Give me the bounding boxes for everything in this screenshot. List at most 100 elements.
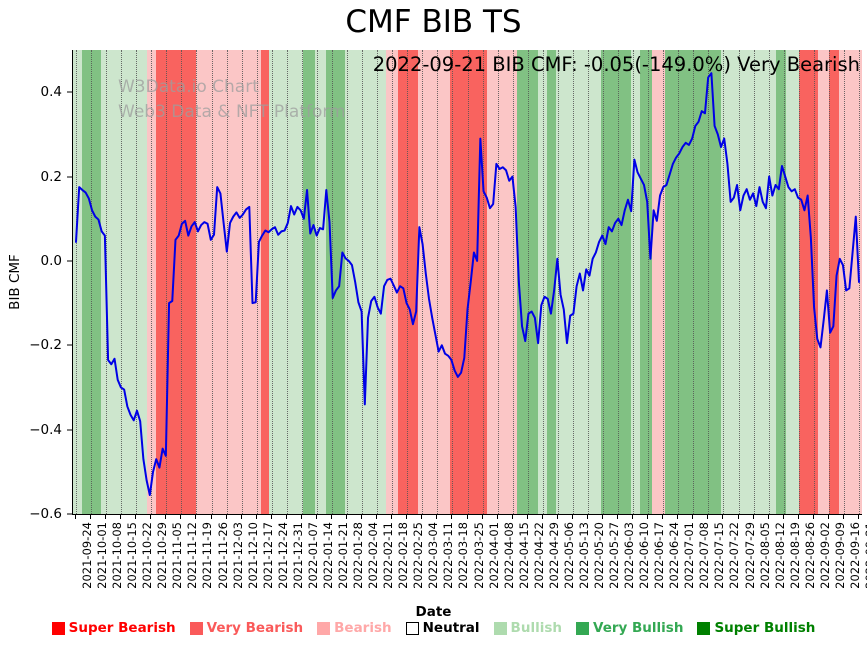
regime-band bbox=[397, 50, 409, 514]
x-axis-tick-mark bbox=[586, 514, 588, 519]
legend-swatch-icon bbox=[51, 621, 65, 635]
x-axis-tick-mark bbox=[752, 514, 754, 519]
x-axis-tick-label: 2022-06-10 bbox=[637, 522, 652, 589]
legend-item[interactable]: Very Bullish bbox=[575, 620, 683, 636]
grid-line bbox=[271, 50, 273, 514]
grid-line bbox=[512, 50, 514, 514]
x-axis-tick-label: 2022-06-03 bbox=[622, 522, 637, 589]
x-axis: 2021-09-24 2021-10-01 2021-10-08 2021-10-15… bbox=[72, 514, 867, 609]
x-axis-tick-label: 2022-03-04 bbox=[426, 522, 441, 589]
x-axis-tick-label: 2022-08-26 bbox=[802, 522, 817, 589]
y-axis-tick-label: 0.2 bbox=[40, 168, 62, 185]
grid-line bbox=[693, 50, 695, 514]
x-axis-tick-mark bbox=[632, 514, 634, 519]
grid-line bbox=[121, 50, 123, 514]
x-axis-tick-mark bbox=[315, 514, 317, 519]
x-axis-tick-label: 2021-09-24 bbox=[80, 522, 94, 589]
regime-band bbox=[506, 50, 518, 514]
x-axis-tick-label: 2021-10-08 bbox=[110, 522, 125, 589]
regime-band bbox=[721, 50, 743, 514]
regime-band bbox=[449, 50, 474, 514]
x-axis-tick-mark bbox=[617, 514, 619, 519]
x-axis-tick-label: 2022-09-02 bbox=[817, 522, 832, 589]
regime-band bbox=[742, 50, 777, 514]
x-axis-tick-label: 2022-07-08 bbox=[697, 522, 712, 589]
x-axis-tick-mark bbox=[692, 514, 694, 519]
legend-item[interactable]: Very Bearish bbox=[189, 620, 303, 636]
regime-band bbox=[601, 50, 632, 514]
x-axis-tick-mark bbox=[255, 514, 257, 519]
regime-band bbox=[828, 50, 840, 514]
grid-line bbox=[76, 50, 77, 514]
grid-line bbox=[587, 50, 589, 514]
y-axis-tick-label: −0.2 bbox=[29, 337, 62, 354]
x-axis-tick-label: 2022-02-18 bbox=[396, 522, 411, 589]
grid-line bbox=[768, 50, 770, 514]
grid-line bbox=[648, 50, 650, 514]
legend-item[interactable]: Bullish bbox=[493, 620, 562, 636]
x-axis-tick-mark bbox=[120, 514, 122, 519]
grid-line bbox=[347, 50, 349, 514]
x-axis-tick-mark bbox=[812, 514, 814, 519]
x-axis-tick-label: 2022-07-22 bbox=[727, 522, 742, 589]
x-axis-tick-label: 2022-04-22 bbox=[531, 522, 546, 589]
grid-line bbox=[452, 50, 454, 514]
regime-band bbox=[546, 50, 557, 514]
x-axis-tick-label: 2021-11-26 bbox=[215, 522, 230, 589]
legend-item[interactable]: Neutral bbox=[405, 620, 480, 636]
x-axis-tick-label: 2021-10-01 bbox=[95, 522, 110, 589]
x-axis-tick-mark bbox=[240, 514, 242, 519]
grid-line bbox=[557, 50, 559, 514]
regime-band bbox=[345, 50, 387, 514]
x-axis-tick-mark bbox=[105, 514, 107, 519]
x-axis-tick-label: 2022-07-29 bbox=[742, 522, 757, 589]
legend-swatch-icon bbox=[189, 621, 203, 635]
regime-band bbox=[302, 50, 316, 514]
y-axis-tick-mark bbox=[67, 91, 72, 93]
grid-line bbox=[753, 50, 755, 514]
x-axis-tick-mark bbox=[270, 514, 272, 519]
x-axis-tick-mark bbox=[481, 514, 483, 519]
x-axis-tick-label: 2022-01-21 bbox=[335, 522, 350, 589]
y-axis-tick-mark bbox=[67, 344, 72, 346]
x-axis-tick-mark bbox=[556, 514, 558, 519]
page-title: CMF BIB TS bbox=[345, 4, 522, 40]
legend-item[interactable]: Super Bullish bbox=[697, 620, 815, 636]
x-axis-tick-label: 2021-10-15 bbox=[125, 522, 140, 589]
x-axis-tick-label: 2021-12-24 bbox=[275, 522, 290, 589]
x-axis-tick-label: 2022-02-25 bbox=[411, 522, 426, 589]
series-polyline bbox=[75, 72, 860, 497]
x-axis-tick-label: 2022-03-25 bbox=[471, 522, 486, 589]
x-axis-tick-label: 2022-04-08 bbox=[501, 522, 516, 589]
x-axis-tick-mark bbox=[602, 514, 604, 519]
x-axis-tick-mark bbox=[406, 514, 408, 519]
x-axis-tick-label: 2022-06-24 bbox=[667, 522, 682, 589]
legend-swatch-icon bbox=[575, 621, 589, 635]
x-axis-tick-mark bbox=[767, 514, 769, 519]
x-axis-tick-label: 2021-12-17 bbox=[260, 522, 275, 589]
x-axis-tick-label: 2022-06-17 bbox=[652, 522, 667, 589]
grid-line bbox=[603, 50, 605, 514]
x-axis-tick-mark bbox=[346, 514, 348, 519]
grid-line bbox=[181, 50, 183, 514]
regime-band bbox=[631, 50, 641, 514]
x-axis-tick-label: 2022-01-28 bbox=[351, 522, 366, 589]
grid-line bbox=[467, 50, 469, 514]
x-axis-tick-label: 2022-03-11 bbox=[441, 522, 456, 589]
grid-line bbox=[241, 50, 243, 514]
grid-line bbox=[407, 50, 409, 514]
x-axis-tick-mark bbox=[391, 514, 393, 519]
x-axis-tick-label: 2022-04-29 bbox=[546, 522, 561, 589]
x-axis-tick-label: 2022-03-18 bbox=[456, 522, 471, 589]
regime-band bbox=[578, 50, 602, 514]
legend-item[interactable]: Bearish bbox=[317, 620, 392, 636]
x-axis-tick-label: 2022-05-06 bbox=[561, 522, 576, 589]
grid-line bbox=[151, 50, 153, 514]
x-axis-tick-label: 2021-12-31 bbox=[290, 522, 305, 589]
legend-item[interactable]: Super Bearish bbox=[51, 620, 176, 636]
x-axis-tick-label: 2022-08-12 bbox=[772, 522, 787, 589]
grid-line bbox=[678, 50, 680, 514]
grid-line bbox=[813, 50, 815, 514]
legend-swatch-icon bbox=[493, 621, 507, 635]
regime-band bbox=[775, 50, 787, 514]
